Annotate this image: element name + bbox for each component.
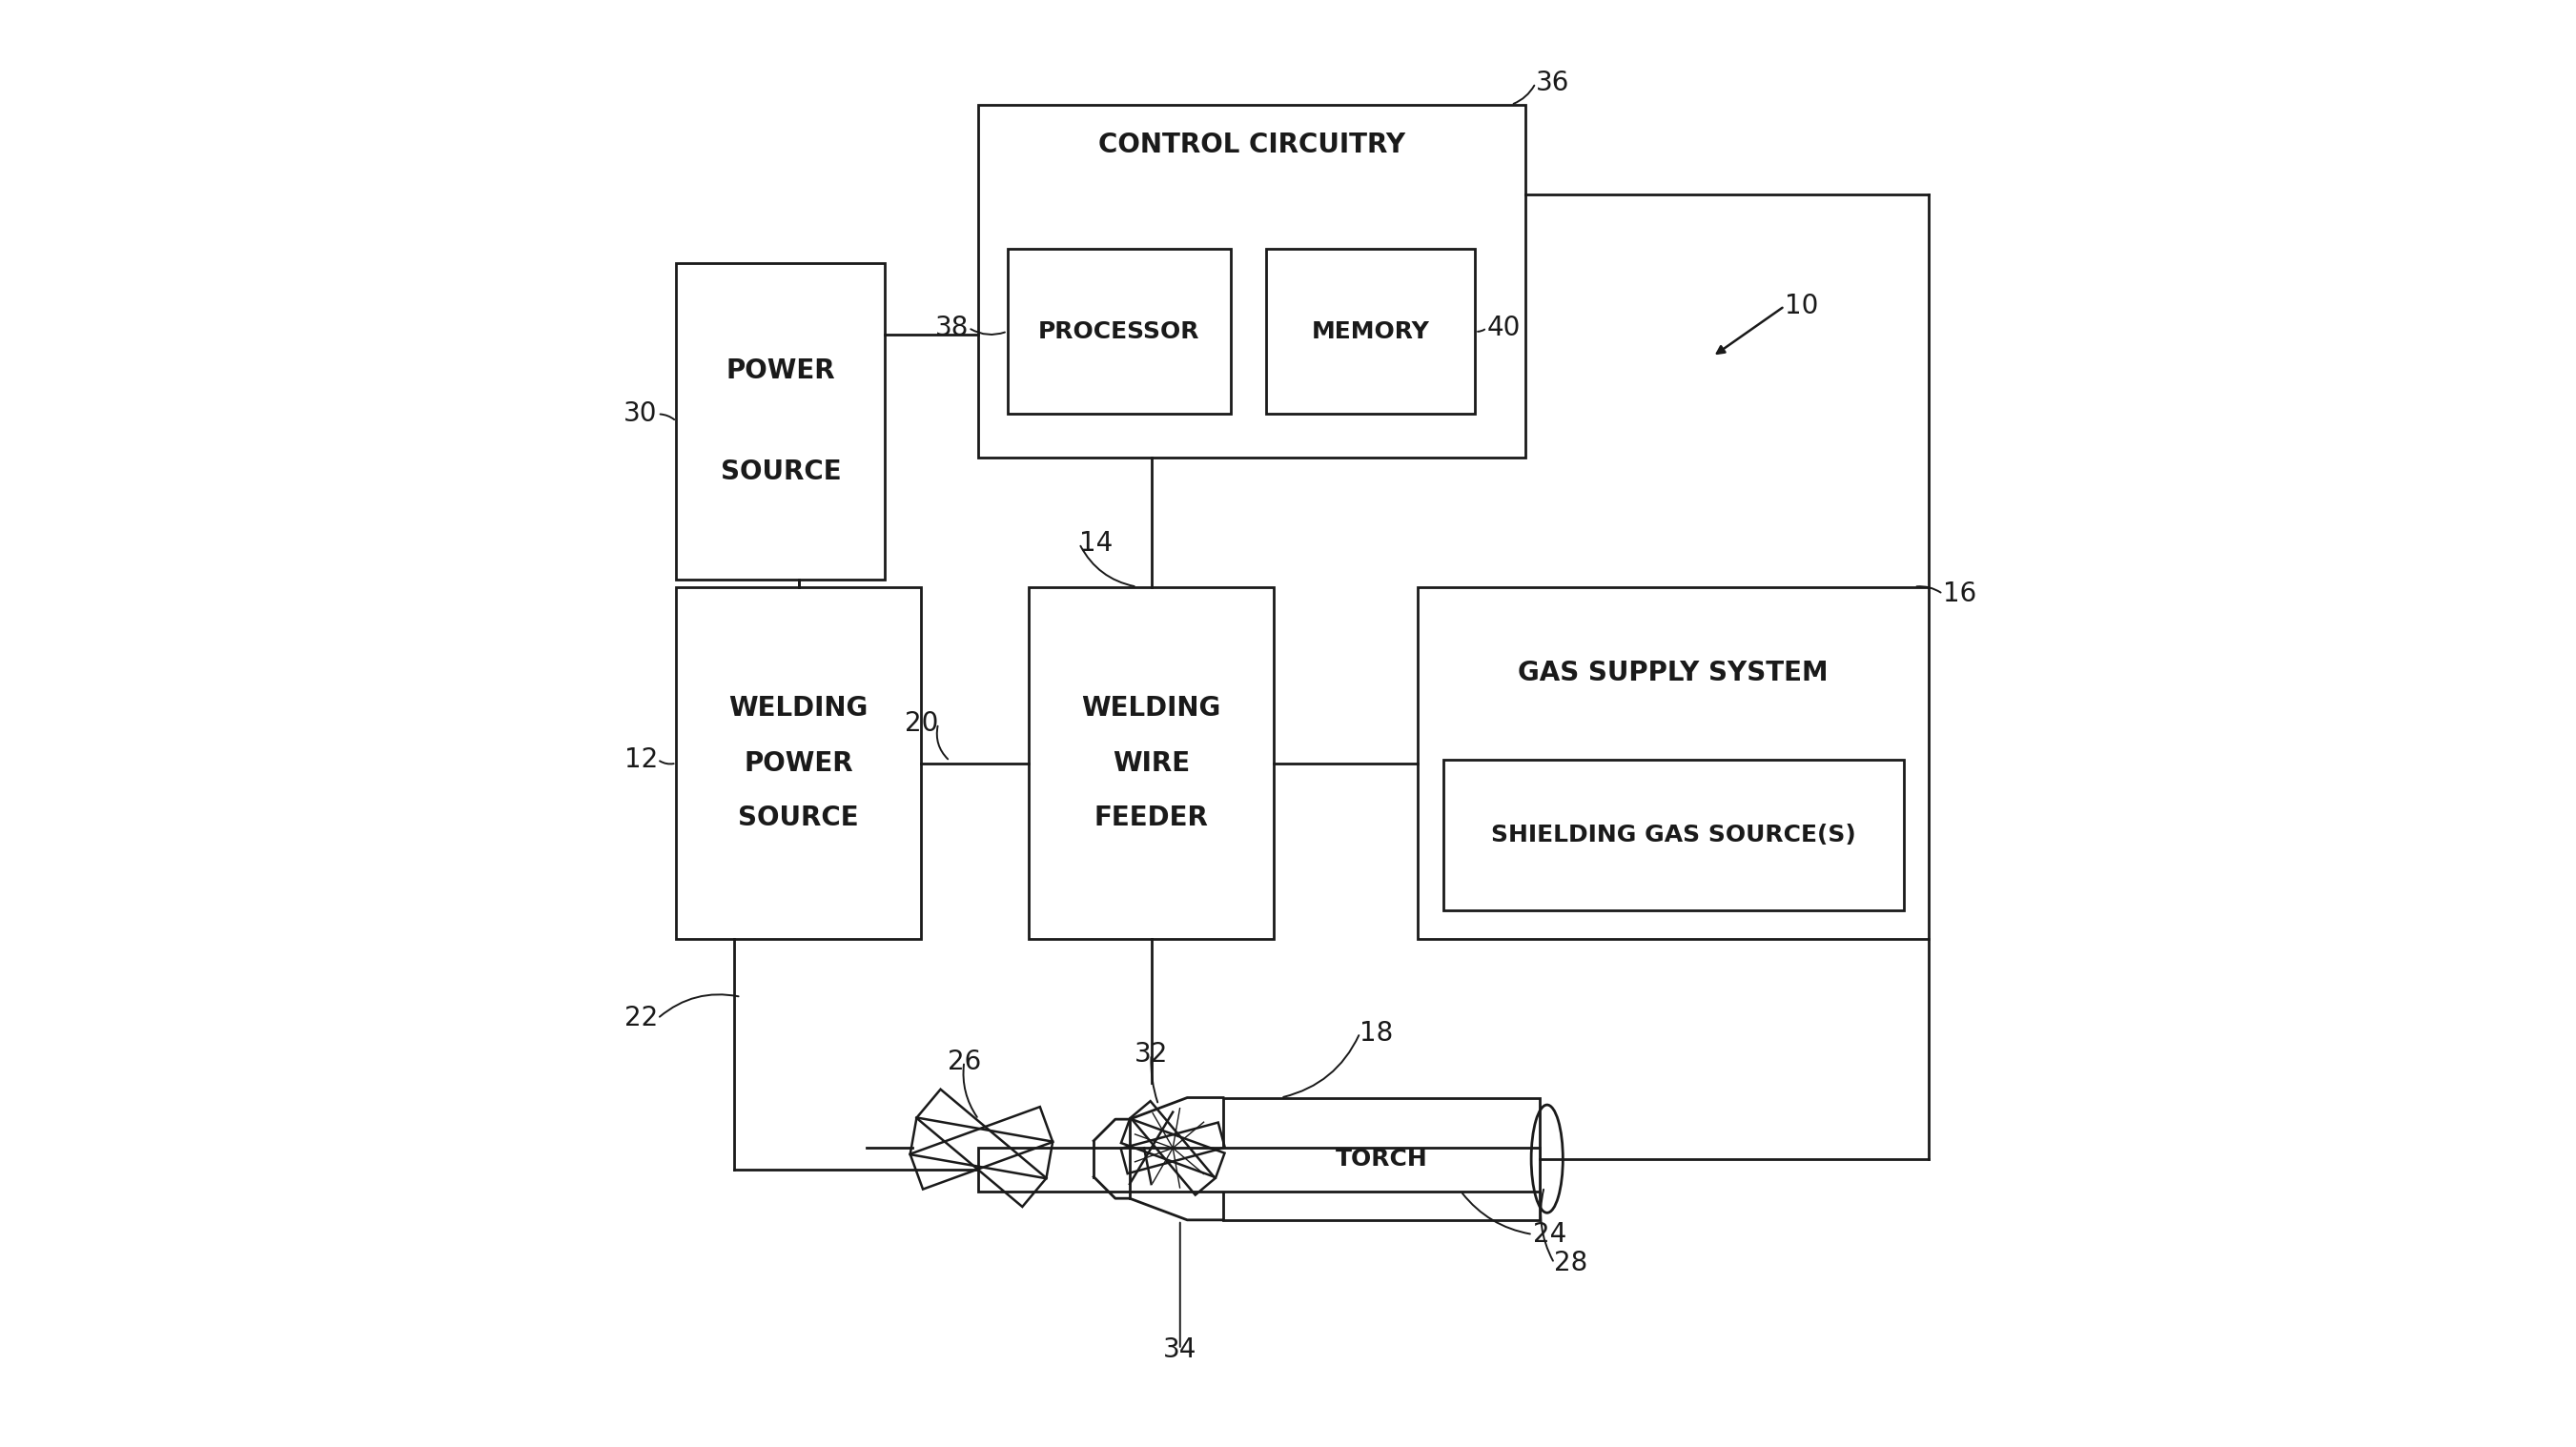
- Text: WELDING: WELDING: [1082, 695, 1221, 722]
- FancyBboxPatch shape: [1224, 1098, 1540, 1220]
- Text: 32: 32: [1133, 1042, 1167, 1068]
- Text: SOURCE: SOURCE: [739, 805, 858, 831]
- Text: 16: 16: [1942, 580, 1976, 608]
- FancyBboxPatch shape: [1417, 587, 1929, 939]
- Text: 22: 22: [623, 1006, 657, 1032]
- FancyBboxPatch shape: [1443, 760, 1904, 910]
- Text: SOURCE: SOURCE: [721, 459, 840, 485]
- Text: 34: 34: [1164, 1336, 1198, 1363]
- FancyBboxPatch shape: [677, 263, 886, 580]
- FancyBboxPatch shape: [1007, 249, 1231, 414]
- Text: 36: 36: [1535, 69, 1569, 97]
- Text: GAS SUPPLY SYSTEM: GAS SUPPLY SYSTEM: [1517, 660, 1829, 686]
- Text: 26: 26: [948, 1048, 981, 1075]
- FancyBboxPatch shape: [1267, 249, 1476, 414]
- Text: WIRE: WIRE: [1113, 750, 1190, 777]
- FancyBboxPatch shape: [1028, 587, 1273, 939]
- Text: 24: 24: [1533, 1221, 1566, 1247]
- Text: 28: 28: [1553, 1250, 1587, 1276]
- FancyBboxPatch shape: [677, 587, 922, 939]
- Text: TORCH: TORCH: [1334, 1147, 1427, 1171]
- Text: 18: 18: [1360, 1020, 1394, 1046]
- Text: POWER: POWER: [726, 357, 835, 385]
- Text: 12: 12: [623, 747, 657, 773]
- Text: FEEDER: FEEDER: [1095, 805, 1208, 831]
- Text: 30: 30: [623, 401, 657, 427]
- Text: CONTROL CIRCUITRY: CONTROL CIRCUITRY: [1097, 132, 1406, 158]
- FancyBboxPatch shape: [979, 1147, 1540, 1191]
- Text: PROCESSOR: PROCESSOR: [1038, 320, 1200, 343]
- Text: 14: 14: [1079, 530, 1113, 557]
- Text: 20: 20: [904, 710, 938, 737]
- FancyBboxPatch shape: [979, 104, 1525, 457]
- Text: 38: 38: [935, 314, 969, 341]
- Text: 40: 40: [1486, 314, 1520, 341]
- Text: WELDING: WELDING: [729, 695, 868, 722]
- Text: 10: 10: [1785, 292, 1819, 320]
- Text: MEMORY: MEMORY: [1311, 320, 1430, 343]
- Text: POWER: POWER: [744, 750, 853, 777]
- Text: SHIELDING GAS SOURCE(S): SHIELDING GAS SOURCE(S): [1492, 823, 1857, 846]
